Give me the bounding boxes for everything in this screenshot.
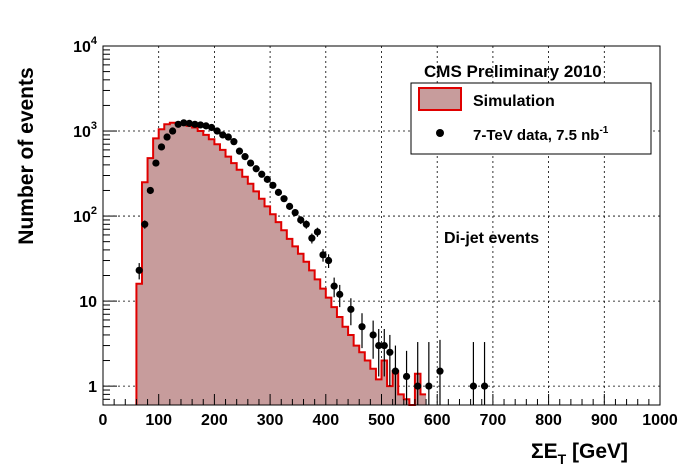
data-point: [157, 143, 166, 151]
data-point: [425, 382, 433, 390]
x-axis: 0 100 200 300 400 500 600 700 800 900 1000: [99, 394, 678, 429]
data-point: [358, 323, 366, 331]
data-point: [319, 251, 327, 259]
legend-data-label: 7-TeV data, 7.5 nb-1: [473, 125, 609, 144]
y-tick-label: 103: [73, 120, 97, 141]
data-point: [291, 208, 299, 217]
data-point: [180, 119, 188, 127]
y-axis-label: Number of events: [15, 67, 38, 244]
y-axis: 1 10 102 103 104: [73, 35, 117, 406]
data-point: [163, 133, 171, 141]
data-point: [280, 195, 288, 203]
x-tick-label: 700: [480, 412, 507, 429]
data-point: [269, 181, 277, 189]
y-tick-label: 102: [73, 205, 97, 226]
data-point: [324, 256, 333, 265]
data-point: [297, 216, 305, 224]
x-tick-label: 1000: [642, 412, 678, 429]
legend-data-marker: [436, 129, 444, 137]
data-point: [141, 220, 149, 228]
data-point: [302, 220, 310, 228]
data-point: [196, 121, 205, 129]
x-tick-label: 100: [145, 412, 172, 429]
data-point: [135, 266, 143, 274]
data-point: [263, 175, 271, 183]
data-point: [202, 122, 210, 130]
x-axis-label: ΣET [GeV]: [531, 440, 628, 467]
x-tick-label: 0: [99, 412, 108, 429]
data-point: [224, 133, 232, 141]
data-point: [469, 382, 478, 390]
data-point: [152, 159, 160, 167]
data-point: [219, 131, 227, 139]
data-point: [185, 119, 193, 127]
data-point: [285, 202, 294, 210]
data-point: [247, 159, 255, 167]
data-points: [135, 119, 489, 405]
data-point: [252, 165, 260, 173]
x-tick-label: 200: [201, 412, 228, 429]
y-tick-label: 104: [73, 35, 98, 56]
y-tick-label: 10: [79, 294, 97, 311]
chart-title: CMS Preliminary 2010: [424, 62, 602, 81]
data-point: [480, 382, 489, 390]
annotation-dijet: Di-jet events: [444, 230, 539, 247]
data-point: [174, 120, 182, 128]
data-point: [402, 372, 411, 381]
legend-simulation-swatch: [418, 87, 462, 111]
data-point: [330, 282, 338, 290]
data-point: [230, 138, 238, 146]
data-point: [235, 147, 244, 155]
data-point: [375, 341, 383, 350]
data-point: [391, 367, 400, 375]
data-point: [436, 367, 444, 375]
x-tick-label: 400: [312, 412, 339, 429]
x-tick-label: 600: [424, 412, 451, 429]
data-point: [258, 170, 266, 178]
data-point: [347, 305, 355, 313]
x-tick-label: 300: [257, 412, 284, 429]
data-point: [146, 186, 154, 195]
data-point: [241, 153, 249, 161]
x-tick-label: 500: [368, 412, 395, 429]
data-point: [380, 341, 388, 350]
simulation-fill: [136, 122, 427, 405]
legend-simulation-label: Simulation: [473, 93, 555, 110]
data-point: [369, 331, 377, 339]
y-tick-label: 1: [88, 379, 97, 396]
data-point: [169, 127, 177, 135]
data-point: [274, 188, 283, 196]
data-point: [336, 290, 344, 298]
data-point: [308, 234, 316, 242]
data-point: [208, 123, 216, 132]
data-point: [213, 127, 221, 135]
data-point: [386, 348, 394, 356]
data-point: [313, 228, 322, 236]
legend: Simulation 7-TeV data, 7.5 nb-1: [410, 82, 652, 155]
x-tick-label: 900: [591, 412, 618, 429]
x-tick-label: 800: [535, 412, 562, 429]
data-point: [414, 382, 422, 390]
data-point: [191, 120, 199, 128]
